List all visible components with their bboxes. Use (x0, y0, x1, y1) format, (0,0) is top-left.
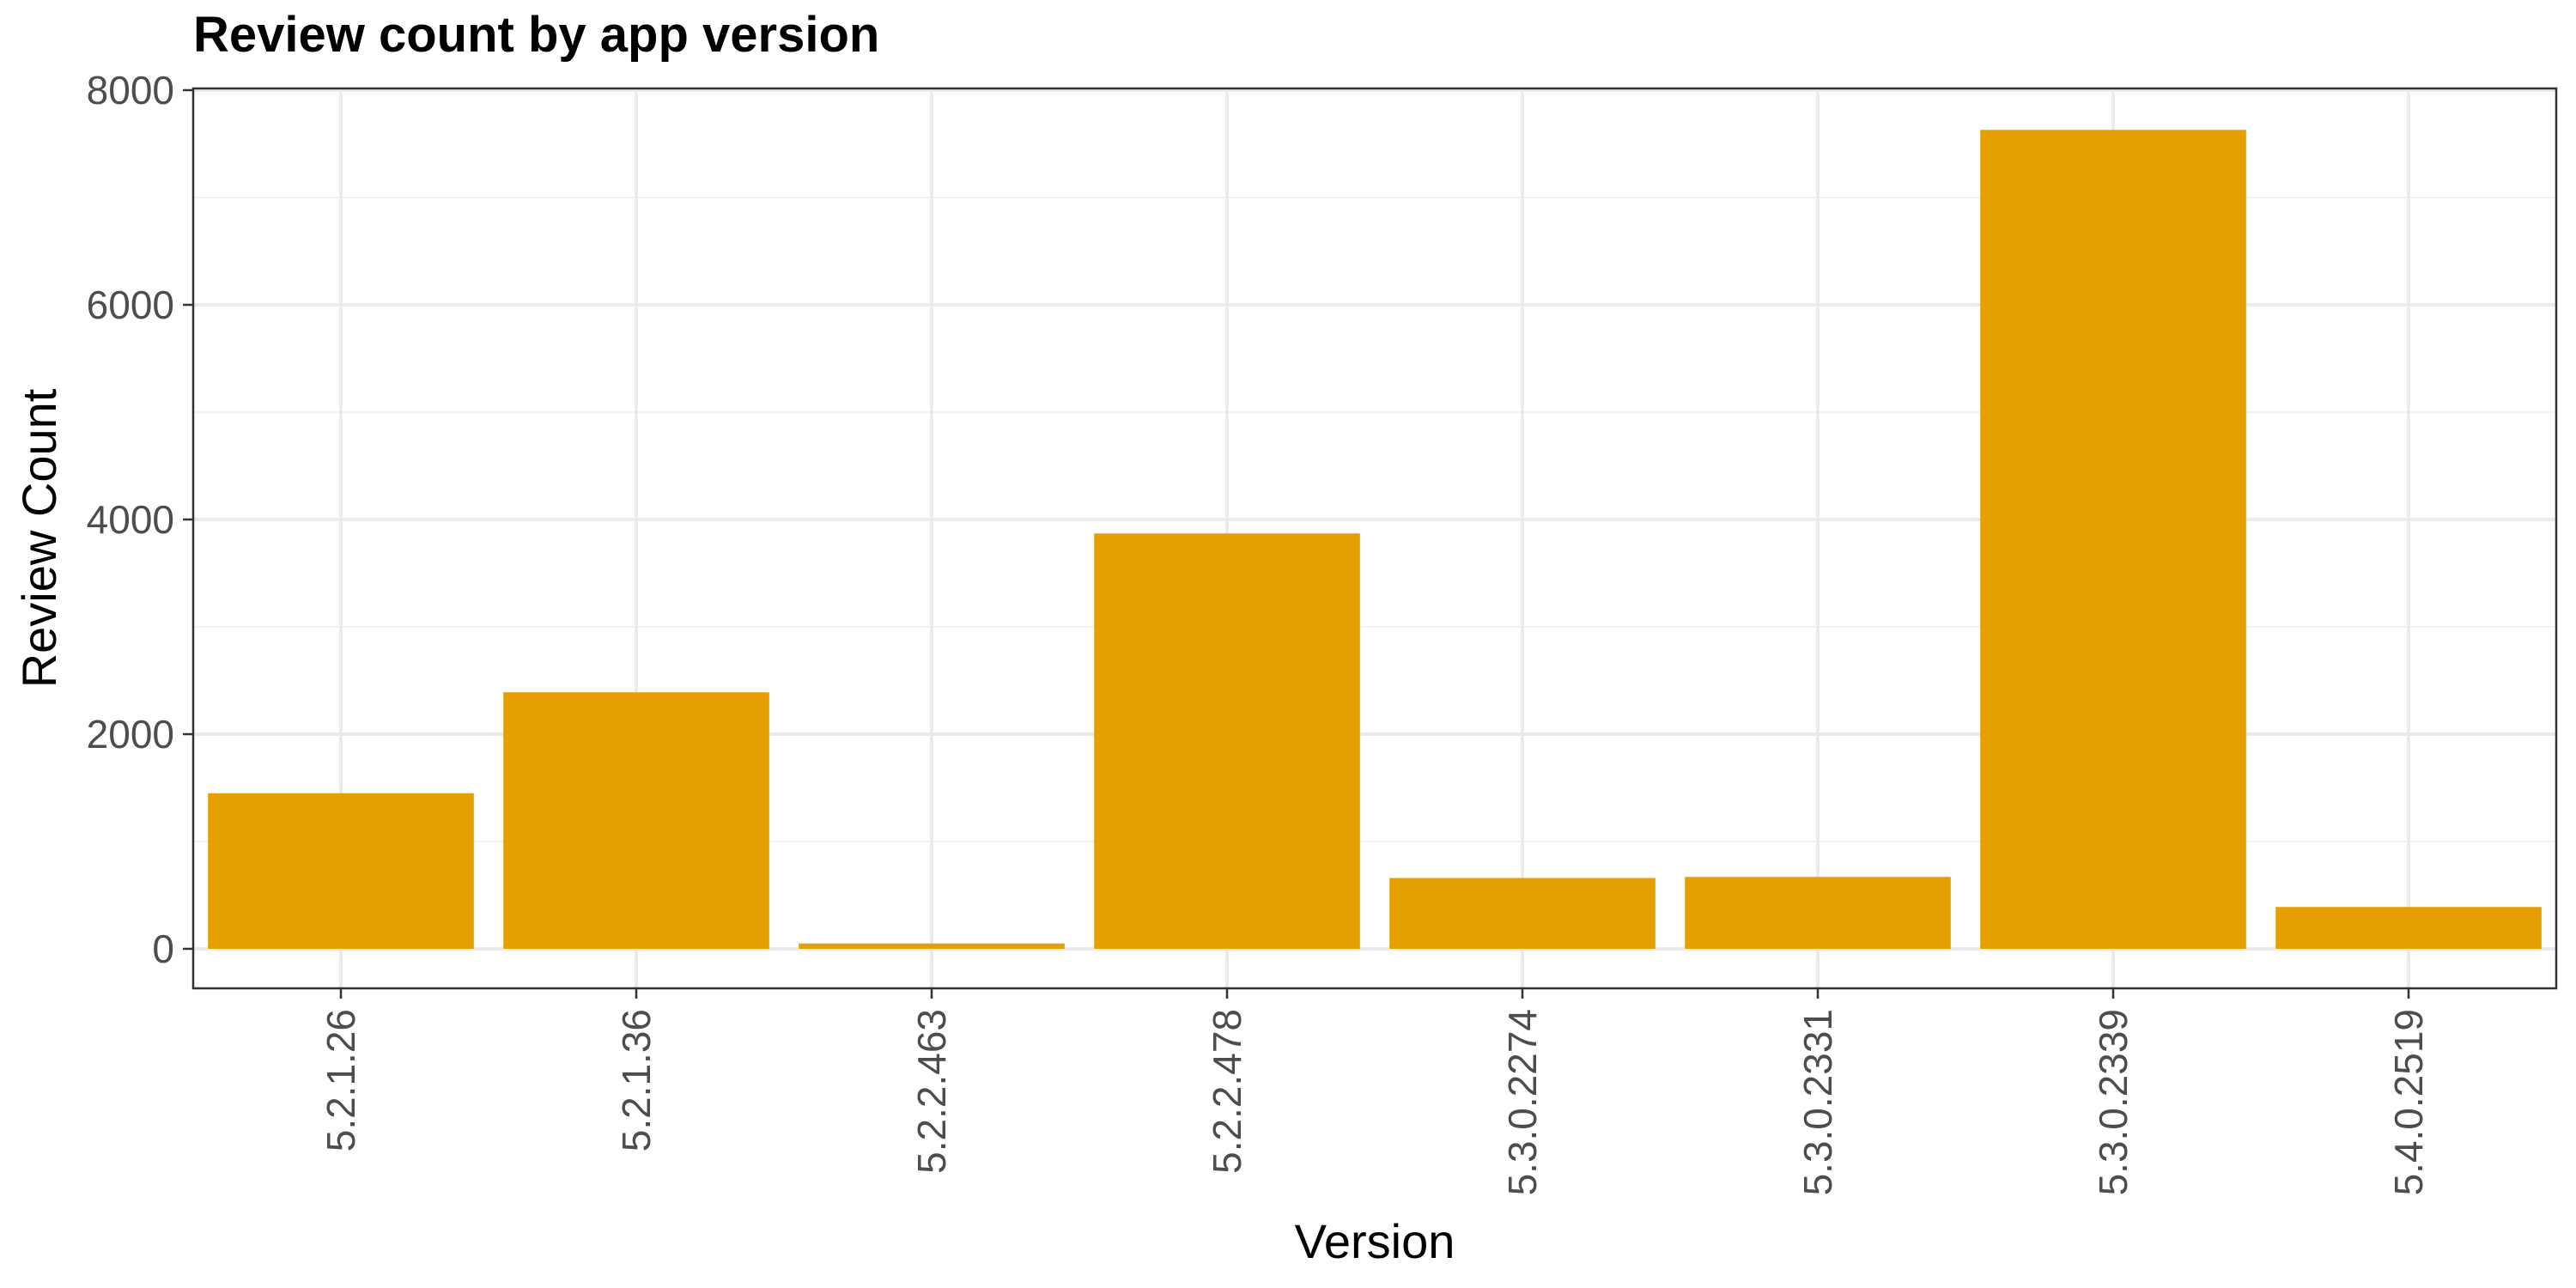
bar (1980, 130, 2246, 949)
x-tick-label: 5.2.1.26 (319, 1009, 363, 1151)
x-tick-label: 5.2.1.36 (614, 1009, 659, 1151)
bar (799, 943, 1065, 949)
bar (503, 692, 769, 949)
y-tick-label: 2000 (87, 712, 174, 756)
bars (208, 130, 2542, 949)
y-axis: 0 2000 4000 6000 8000 (87, 68, 193, 971)
y-tick-label: 4000 (87, 497, 174, 542)
bar (1389, 878, 1656, 949)
plot-panel-border (191, 87, 2558, 990)
y-tick-label: 6000 (87, 283, 174, 327)
y-tick-label: 8000 (87, 68, 174, 112)
y-axis-title: Review Count (12, 388, 66, 688)
y-tick-label: 0 (152, 927, 174, 971)
x-tick-label: 5.3.0.2274 (1500, 1009, 1545, 1195)
bar (208, 793, 474, 949)
x-tick-label: 5.4.0.2519 (2386, 1009, 2431, 1195)
x-tick-label: 5.2.2.478 (1205, 1009, 1249, 1174)
bar (2275, 907, 2542, 949)
bar (1094, 533, 1360, 949)
x-tick-label: 5.2.2.463 (909, 1009, 954, 1174)
x-tick-label: 5.3.0.2339 (2091, 1009, 2136, 1195)
x-axis: 5.2.1.26 5.2.1.36 5.2.2.463 5.2.2.478 5.3.0.… (319, 988, 2431, 1195)
x-axis-title: Version (1295, 1214, 1455, 1268)
x-tick-label: 5.3.0.2331 (1795, 1009, 1840, 1195)
chart-title: Review count by app version (193, 7, 879, 63)
bar (1685, 877, 1951, 949)
